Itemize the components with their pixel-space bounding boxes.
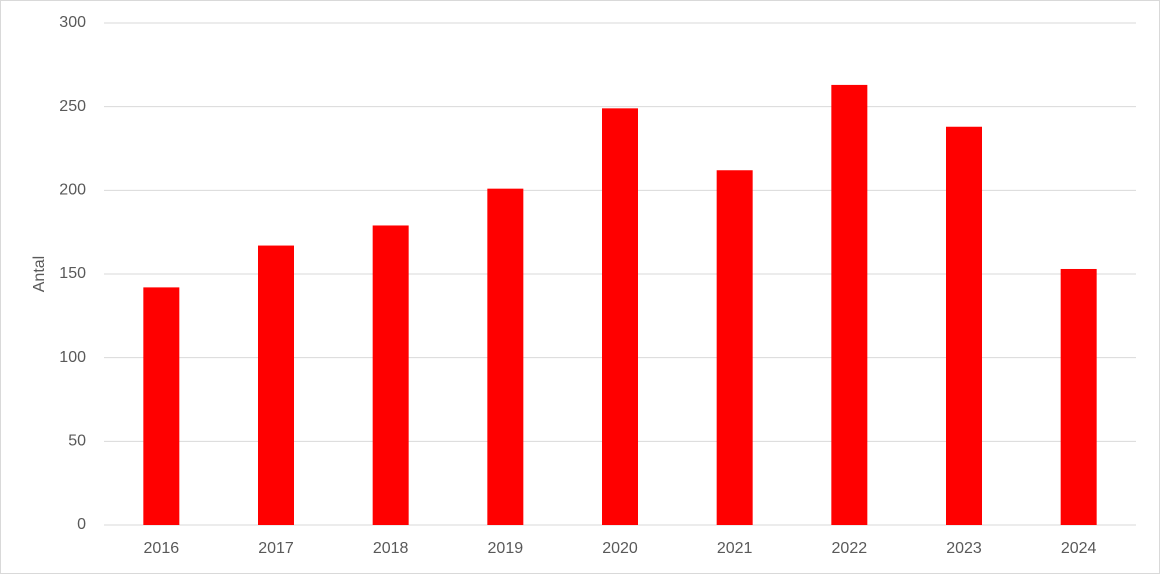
- x-tick-label: 2018: [373, 540, 409, 557]
- x-tick-label: 2016: [144, 540, 180, 557]
- x-tick-label: 2023: [946, 540, 982, 557]
- bar: [258, 245, 294, 525]
- x-tick-label: 2022: [832, 540, 868, 557]
- bar: [946, 126, 982, 525]
- y-axis-label: Antal: [31, 256, 48, 292]
- x-tick-label: 2024: [1061, 540, 1097, 557]
- y-tick-label: 100: [59, 349, 86, 366]
- bar: [1060, 268, 1097, 525]
- y-tick-label: 300: [59, 14, 86, 31]
- bar: [372, 225, 409, 525]
- bar: [716, 170, 753, 525]
- y-tick-label: 150: [59, 265, 86, 282]
- bar: [602, 108, 638, 525]
- y-tick-label: 0: [77, 516, 86, 533]
- x-tick-label: 2021: [717, 540, 753, 557]
- y-tick-label: 250: [59, 98, 86, 115]
- y-tick-label: 200: [59, 182, 86, 199]
- y-tick-label: 50: [68, 433, 86, 450]
- bar: [143, 287, 180, 525]
- x-tick-label: 2020: [602, 540, 638, 557]
- bar: [487, 188, 524, 525]
- bar: [831, 84, 868, 525]
- x-tick-label: 2017: [258, 540, 294, 557]
- x-tick-label: 2019: [488, 540, 524, 557]
